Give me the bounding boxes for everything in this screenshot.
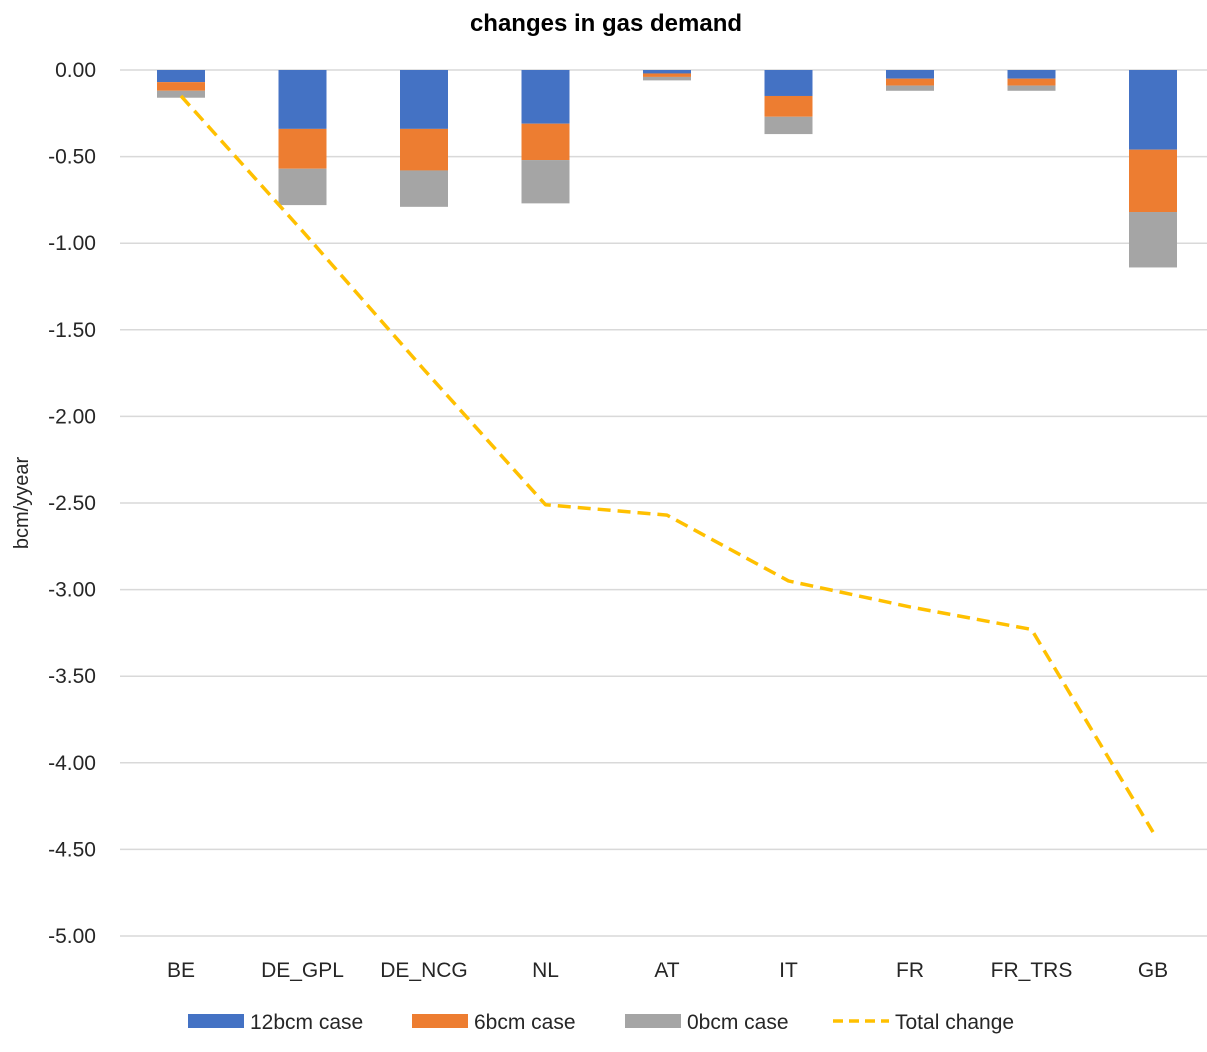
bar-6bcm-case [764,95,813,117]
bar-6bcm-case [1129,149,1177,213]
total-change-line [179,94,1155,833]
legend-swatch [188,1014,244,1028]
bar-12bcm-case [157,70,205,83]
legend-label: 0bcm case [687,1011,789,1034]
y-tick-labels: 0.00 -0.50 -1.00 -1.50 -2.00 -2.50 -3.00 -3.50 -… [48,59,96,948]
y-tick-label: -5.00 [48,925,96,948]
bar-0bcm-case [278,168,327,206]
x-tick-label: BE [167,959,195,982]
bar-0bcm-case [157,90,205,98]
y-tick-label: 0.00 [55,59,96,82]
bar-6bcm-case [643,73,691,77]
line-series-total-change [179,94,1155,833]
bar-12bcm-case [1129,70,1177,150]
x-tick-label: IT [779,959,798,982]
x-tick-label: FR [896,959,924,982]
bar-6bcm-case [1007,78,1056,86]
bar-0bcm-case [1007,85,1056,91]
bar-12bcm-case [521,70,570,124]
bar-12bcm-case [278,70,327,129]
bar-0bcm-case [400,170,448,207]
x-tick-label: DE_GPL [261,959,344,982]
bar-12bcm-case [643,70,691,74]
bar-0bcm-case [521,160,570,204]
y-tick-label: -4.00 [48,752,96,775]
bar-6bcm-case [278,128,327,169]
legend-label: 12bcm case [250,1011,363,1034]
y-tick-label: -2.50 [48,492,96,515]
y-tick-label: -4.50 [48,838,96,861]
x-tick-label: GB [1138,959,1168,982]
y-tick-label: -2.00 [48,405,96,428]
x-tick-label: DE_NCG [380,959,468,982]
y-tick-label: -3.00 [48,579,96,602]
y-tick-label: -0.50 [48,146,96,169]
bar-12bcm-case [1007,70,1056,79]
bar-6bcm-case [521,123,570,161]
legend-label: 6bcm case [474,1011,576,1034]
x-tick-label: FR_TRS [991,959,1073,982]
bar-6bcm-case [886,78,934,86]
y-axis-title: bcm/yyear [11,457,33,550]
y-tick-label: -3.50 [48,665,96,688]
bars [157,70,1177,268]
bar-0bcm-case [643,76,691,81]
bar-0bcm-case [1129,212,1177,268]
bar-6bcm-case [157,82,205,91]
legend: 12bcm case 6bcm case 0bcm case Total change [188,1011,1014,1034]
x-tick-label: NL [532,959,559,982]
legend-swatch [625,1014,681,1028]
bar-0bcm-case [764,116,813,135]
chart-title: changes in gas demand [470,10,742,37]
bar-12bcm-case [764,70,813,96]
y-tick-label: -1.00 [48,232,96,255]
y-tick-label: -1.50 [48,319,96,342]
bar-12bcm-case [400,70,448,129]
bar-12bcm-case [886,70,934,79]
legend-swatch [412,1014,468,1028]
x-tick-label: AT [654,959,679,982]
bar-0bcm-case [886,85,934,91]
x-tick-labels: BE DE_GPL DE_NCG NL AT IT FR FR_TRS GB [167,959,1168,982]
bar-6bcm-case [400,128,448,171]
legend-label: Total change [895,1011,1014,1034]
